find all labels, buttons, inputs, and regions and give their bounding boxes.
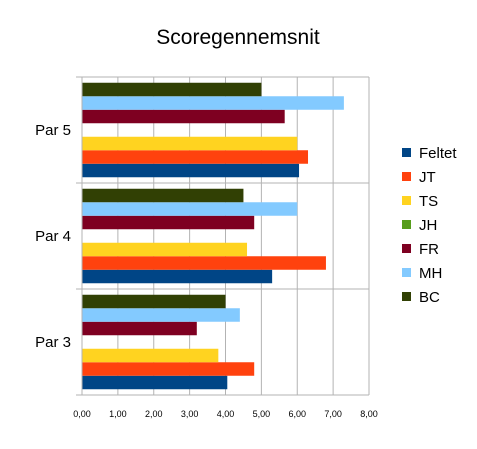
legend-swatch: [402, 148, 411, 157]
bar: [82, 109, 285, 124]
category-labels: Par 5 Par 4 Par 3: [35, 122, 71, 351]
legend-swatch: [402, 172, 411, 181]
axes: [76, 76, 369, 396]
chart-title: Scoregennemsnit: [156, 26, 320, 49]
x-tick-label: 1,00: [109, 409, 127, 419]
x-tick-label: 3,00: [181, 409, 199, 419]
bar: [82, 188, 244, 203]
bar: [82, 96, 344, 110]
legend-entry: FR: [419, 241, 439, 258]
legend-entry: MH: [419, 265, 442, 282]
category-label: Par 4: [35, 228, 71, 245]
legend-entry: BC: [419, 289, 440, 306]
bar: [82, 150, 309, 164]
legend-swatch: [402, 220, 411, 229]
bar: [82, 136, 298, 151]
x-tick-labels: 0,00 1,00 2,00 3,00 4,00 5,00 6,00 7,00 8,00: [73, 409, 378, 419]
bar: [82, 215, 255, 230]
bar: [82, 294, 226, 309]
x-tick-label: 6,00: [288, 409, 306, 419]
bar: [82, 242, 248, 257]
legend-entry: JT: [419, 169, 436, 186]
bar: [82, 163, 300, 178]
legend-swatch: [402, 196, 411, 205]
category-label: Par 5: [35, 122, 71, 139]
x-tick-label: 8,00: [360, 409, 378, 419]
bar: [82, 308, 240, 322]
legend-swatch: [402, 292, 411, 301]
bar: [82, 348, 219, 363]
category-label: Par 3: [35, 334, 71, 351]
legend-entry: JH: [419, 217, 437, 234]
bar: [82, 269, 273, 284]
bar: [82, 321, 197, 336]
legend-swatch: [402, 268, 411, 277]
x-tick-label: 7,00: [324, 409, 342, 419]
bar: [82, 202, 298, 216]
bar: [82, 362, 255, 376]
bar: [82, 82, 262, 97]
x-tick-label: 2,00: [145, 409, 163, 419]
x-tick-label: 0,00: [73, 409, 91, 419]
bar: [82, 375, 228, 390]
legend: Feltet JT TS JH FR MH BC: [402, 145, 457, 306]
grid: [76, 77, 370, 395]
legend-entry: TS: [419, 193, 438, 210]
legend-swatch: [402, 244, 411, 253]
bars: [82, 82, 344, 390]
x-tick-label: 4,00: [217, 409, 235, 419]
bar: [82, 256, 326, 270]
x-tick-label: 5,00: [253, 409, 271, 419]
legend-entry: Feltet: [419, 145, 457, 162]
